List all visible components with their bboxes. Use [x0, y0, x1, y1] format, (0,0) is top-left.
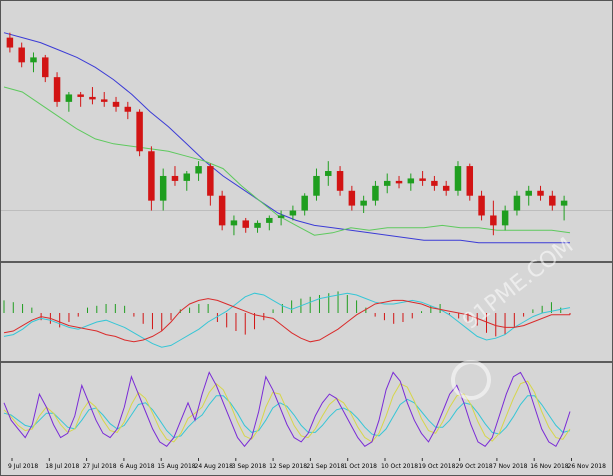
candle-body	[124, 106, 132, 112]
x-axis: 9 Jul 2018 18 Jul 2018 27 Jul 2018 6 Aug 20…	[8, 458, 606, 470]
x-tick-label: 12 Sep 2018	[269, 463, 307, 470]
macd-panel	[3, 291, 571, 348]
candle-body	[266, 217, 273, 223]
candle-body	[89, 96, 96, 100]
candle-body	[30, 57, 37, 63]
ma-fast-line	[3, 86, 571, 236]
candle-body	[501, 210, 509, 226]
x-tick-label: 3 Sep 2018	[232, 463, 266, 470]
x-tick-label: 15 Aug 2018	[157, 463, 196, 470]
candle-body	[490, 215, 497, 226]
candle-body	[431, 180, 438, 186]
candle-body	[100, 99, 108, 102]
candle-body	[395, 180, 403, 184]
watermark-logo-icon	[450, 359, 491, 400]
x-tick-label: 16 Nov 2018	[530, 463, 569, 470]
x-tick-label: 24 Aug 2018	[195, 463, 234, 470]
candle-body	[372, 185, 379, 201]
x-tick-label: 19 Oct 2018	[418, 463, 455, 470]
macd-line	[3, 292, 571, 348]
candle-body	[360, 200, 367, 206]
candle-body	[77, 94, 84, 97]
candle-body	[42, 57, 49, 78]
candle-body	[454, 166, 462, 191]
candle-body	[277, 215, 285, 218]
candle-body	[466, 166, 474, 196]
candle-body	[289, 210, 297, 216]
candle-body	[136, 111, 143, 152]
candle-body	[419, 178, 426, 181]
x-tick-label: 6 Aug 2018	[120, 463, 155, 470]
candle-body	[325, 171, 332, 176]
candle-body	[6, 37, 14, 48]
candle-body	[18, 47, 25, 63]
candle-body	[112, 101, 120, 107]
x-tick-label: 1 Oct 2018	[344, 463, 377, 470]
candle-body	[207, 166, 214, 196]
x-tick-label: 29 Oct 2018	[456, 463, 493, 470]
candle-body	[537, 190, 544, 196]
x-tick-label: 10 Oct 2018	[381, 463, 418, 470]
candle-body	[549, 195, 556, 206]
candle-body	[242, 220, 249, 228]
candle-body	[383, 180, 391, 186]
x-tick-label: 9 Jul 2018	[8, 463, 38, 470]
ma-slow-line	[3, 32, 570, 244]
x-tick-label: 27 Jul 2018	[83, 463, 117, 470]
stoch-d-line	[3, 380, 571, 443]
stoch-k-line	[3, 371, 571, 448]
candle-body	[254, 222, 261, 228]
price-panel	[0, 32, 613, 244]
candle-body	[478, 195, 485, 216]
candle-body	[301, 195, 308, 211]
candle-body	[183, 173, 191, 181]
candle-body	[442, 185, 450, 191]
candle-body	[159, 175, 167, 201]
x-tick-label: 18 Jul 2018	[45, 463, 79, 470]
candle-body	[407, 178, 415, 184]
candle-body	[525, 190, 532, 196]
macd-signal-line	[3, 298, 570, 343]
x-tick-label: 21 Sep 2018	[306, 463, 344, 470]
stoch-line-3	[3, 395, 571, 439]
candle-body	[348, 190, 356, 206]
candle-body	[195, 166, 202, 174]
candle-body	[65, 94, 73, 102]
candle-body	[560, 200, 568, 206]
x-tick-label: 26 Nov 2018	[568, 463, 607, 470]
candle-body	[171, 175, 179, 181]
candle-body	[336, 171, 344, 191]
candle-body	[148, 151, 155, 201]
candle-body	[230, 220, 238, 226]
stochastic-panel	[3, 371, 571, 448]
candle-body	[513, 195, 521, 211]
candle-body	[218, 195, 226, 226]
candle-body	[313, 175, 320, 196]
x-tick-label: 7 Nov 2018	[493, 463, 528, 470]
candle-body	[53, 77, 61, 102]
